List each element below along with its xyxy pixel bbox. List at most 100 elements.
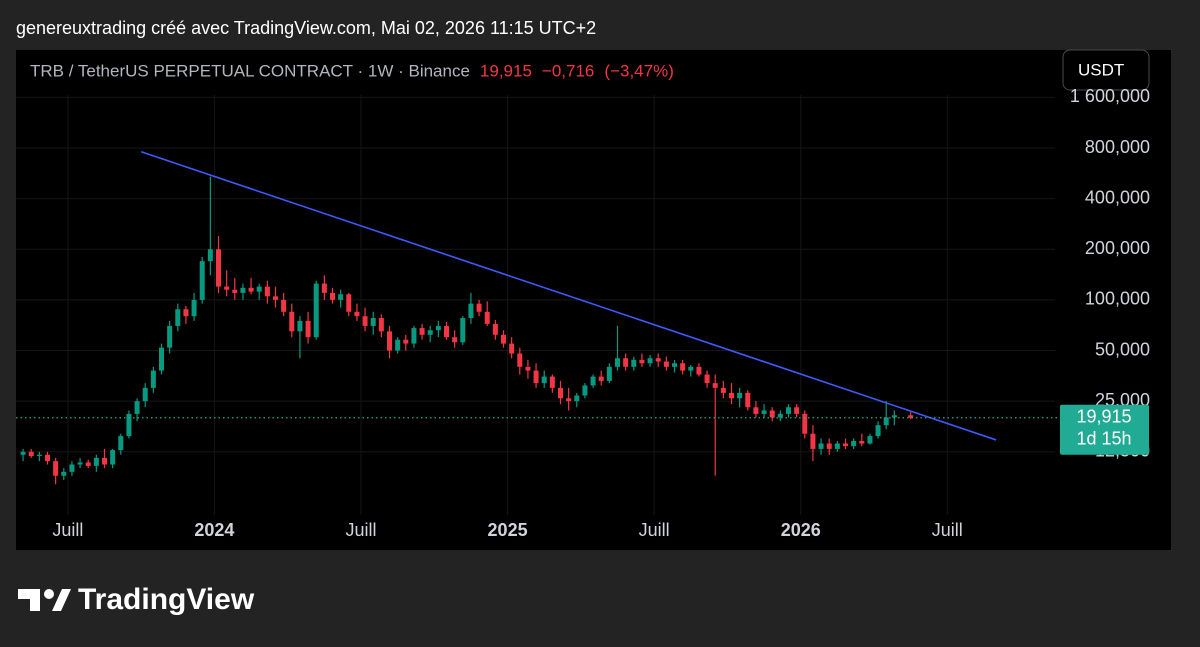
y-tick-label: 1 600,000	[1070, 86, 1150, 106]
candle-body	[159, 347, 164, 371]
candle-body	[28, 451, 34, 456]
candle-body	[558, 387, 563, 399]
candle-body	[631, 359, 637, 367]
header-change-percent: (−3,47%)	[604, 61, 673, 80]
candle-body	[403, 339, 409, 344]
candle-body	[867, 436, 873, 444]
candle-body	[655, 358, 661, 362]
candle-body	[501, 334, 506, 344]
last-price-label: 19,915	[1076, 407, 1131, 427]
candle-body	[826, 443, 832, 449]
candle-body	[883, 417, 889, 426]
candle-body	[354, 311, 360, 317]
countdown: 1d 15h	[1076, 429, 1131, 449]
logo-shape	[18, 589, 40, 611]
y-tick-label: 800,000	[1085, 137, 1150, 157]
candle-body	[167, 325, 173, 348]
candle-body	[69, 464, 75, 472]
candle-body	[468, 303, 474, 319]
currency-button[interactable]	[1062, 49, 1150, 91]
candle-body	[720, 387, 726, 393]
candle-body	[908, 415, 914, 418]
candle-body	[452, 337, 458, 343]
candle-body	[183, 309, 189, 317]
brand-logo	[18, 589, 71, 611]
candle-body	[305, 320, 311, 338]
candle-body	[875, 425, 881, 437]
candle-body	[444, 325, 449, 338]
candle-body	[77, 462, 83, 465]
candle-body	[615, 358, 620, 367]
candle-body	[737, 392, 743, 399]
overlay: TRB / TetherUS PERPETUAL CONTRACT · 1W ·…	[30, 49, 1150, 461]
candle-body	[460, 318, 466, 343]
candle-body	[240, 287, 246, 293]
candle-body	[802, 413, 808, 434]
x-tick-label: Juill	[345, 520, 376, 540]
candle-body	[313, 283, 319, 338]
candle-body	[834, 443, 840, 449]
candle-body	[729, 392, 734, 399]
candle-body	[582, 385, 588, 396]
x-tick-label: 2026	[781, 520, 821, 540]
candle-body	[150, 370, 156, 388]
y-tick-label: 200,000	[1085, 238, 1150, 258]
candle-body	[891, 415, 897, 418]
candle-body	[232, 289, 238, 293]
candle-body	[810, 433, 816, 449]
candle-body	[93, 457, 99, 466]
candle-body	[102, 457, 107, 465]
candle-body	[330, 292, 335, 300]
candle-body	[549, 376, 555, 388]
candle-body	[346, 294, 352, 312]
candle-body	[53, 461, 59, 476]
last-price-box	[1060, 404, 1149, 455]
candle-body	[191, 299, 197, 317]
candle-body	[411, 328, 417, 344]
candle-body	[370, 318, 376, 326]
candle-body	[216, 249, 221, 287]
candle-body	[851, 440, 857, 447]
candle-body	[859, 440, 865, 444]
candle-body	[395, 339, 401, 351]
candle-body	[118, 436, 124, 451]
candle-body	[273, 296, 278, 300]
candle-body	[639, 359, 645, 364]
currency[interactable]: USDT	[1078, 60, 1124, 79]
candle-body	[175, 309, 181, 326]
x-tick-label: Juill	[52, 520, 83, 540]
x-tick-label: Juill	[639, 520, 670, 540]
candle-body	[387, 331, 392, 351]
candle-body	[761, 410, 767, 414]
candle-body	[745, 392, 751, 408]
plot: Juill 2024 Juill 2025 Juill 2026 Juill	[16, 95, 1060, 540]
candle-body	[85, 462, 91, 466]
logo-shape	[52, 589, 71, 611]
x-tick-label: 2025	[488, 520, 528, 540]
x-tick-label: 2024	[194, 520, 234, 540]
candle-body	[818, 443, 824, 449]
candle-body	[533, 370, 539, 384]
candle-body	[362, 316, 368, 326]
candle-body	[525, 366, 531, 371]
candle-body	[647, 358, 653, 364]
candle-body	[688, 366, 694, 371]
candle-body	[623, 358, 629, 367]
candle-body	[199, 261, 205, 300]
candle-body	[61, 471, 67, 476]
chart-title: TRB / TetherUS PERPETUAL CONTRACT · 1W ·…	[30, 61, 470, 80]
brand: TradingView	[78, 583, 255, 616]
candle-body	[509, 343, 515, 354]
candle-body	[843, 443, 848, 447]
candle-body	[786, 407, 791, 414]
logo-dot	[44, 589, 54, 599]
candle-body	[777, 413, 783, 418]
candle-body	[492, 323, 498, 335]
candle-body	[712, 383, 718, 388]
candle-body	[606, 366, 612, 381]
candle-body	[590, 376, 596, 386]
candle-body	[484, 311, 490, 324]
candle-body	[256, 286, 262, 292]
candle-body	[224, 286, 230, 290]
